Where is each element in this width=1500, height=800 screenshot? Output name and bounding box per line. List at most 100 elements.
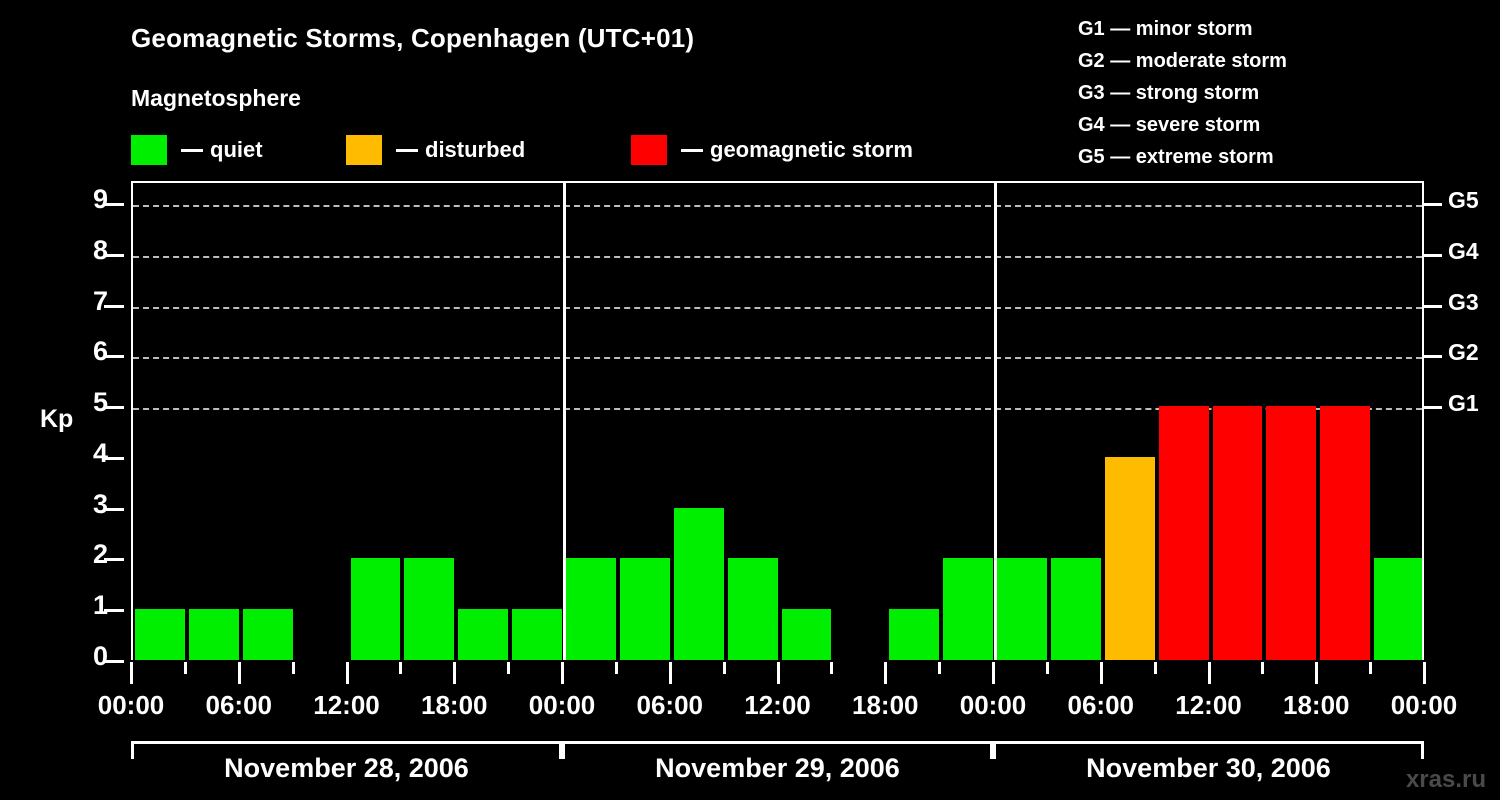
y-tick-label-5: 5: [92, 387, 108, 418]
bar: [997, 558, 1047, 660]
x-tick-label-1: 06:00: [205, 690, 273, 720]
x-tick-major-8: [561, 662, 564, 684]
x-tick-major-22: [1315, 662, 1319, 684]
legend-swatch-geomagnetic-storm: [631, 135, 667, 165]
day-separator-2: [994, 183, 997, 660]
gridline-kp-7: [133, 306, 1422, 309]
x-tick-minor-19: [1153, 662, 1157, 674]
bar-series: [133, 183, 1422, 660]
g-tick-g4: [1424, 253, 1442, 257]
bar: [242, 609, 293, 660]
x-tick-major-16: [992, 662, 995, 684]
day-bracket-3: [993, 741, 1424, 759]
day-bracket-1: [131, 741, 562, 759]
y-tick-2: [104, 558, 124, 562]
y-tick-label-2: 2: [92, 539, 108, 570]
g-label-g2: G2: [1448, 339, 1479, 366]
x-tick-major-18: [1099, 662, 1103, 684]
x-tick-minor-23: [1369, 662, 1373, 674]
x-tick-major-4: [345, 662, 349, 684]
y-tick-label-3: 3: [92, 488, 108, 519]
watermark: xras.ru: [1405, 766, 1486, 793]
g-label-g1: G1: [1448, 390, 1479, 417]
page-title: Geomagnetic Storms, Copenhagen (UTC+01): [131, 23, 695, 53]
x-tick-label-11: 18:00: [1283, 690, 1350, 720]
gridline-kp-8: [133, 255, 1422, 258]
bar: [404, 558, 455, 660]
x-tick-minor-13: [830, 662, 834, 674]
x-tick-label-2: 12:00: [313, 690, 380, 720]
bar: [1104, 456, 1155, 660]
bar: [1374, 558, 1422, 660]
x-tick-minor-17: [1045, 662, 1049, 674]
legend-item-geomagnetic-storm: geomagnetic storm: [631, 134, 913, 166]
gridline-kp-5: [133, 408, 1422, 411]
legend-swatch-quiet: [131, 135, 167, 165]
gridline-kp-9: [133, 205, 1422, 207]
bar: [512, 609, 562, 660]
bar: [1212, 406, 1263, 660]
g-tick-g5: [1424, 203, 1442, 206]
x-tick-minor-7: [507, 662, 511, 674]
g-tick-g1: [1424, 406, 1442, 410]
legend-dash-icon: [181, 148, 203, 152]
x-tick-major-0: [130, 662, 133, 684]
storm-scale-legend: G1 — minor storm G2 — moderate storm G3 — …: [1078, 13, 1287, 173]
g-label-g4: G4: [1448, 237, 1479, 264]
x-tick-major-20: [1207, 662, 1211, 684]
y-tick-9: [104, 203, 124, 206]
x-tick-label-0: 00:00: [97, 690, 165, 720]
day-separator-1: [563, 183, 566, 660]
y-tick-6: [104, 355, 124, 359]
chart-subtitle: Magnetosphere: [131, 85, 301, 111]
bar: [1050, 558, 1101, 660]
bar: [619, 558, 670, 660]
x-tick-label-6: 12:00: [744, 690, 811, 720]
x-tick-minor-11: [722, 662, 726, 674]
y-tick-3: [104, 507, 124, 511]
plot-area: [131, 181, 1424, 660]
bar: [1320, 406, 1371, 660]
x-tick-major-12: [776, 662, 780, 684]
x-tick-label-9: 06:00: [1067, 690, 1135, 720]
x-tick-major-24: [1423, 662, 1426, 684]
bar: [350, 558, 401, 660]
y-tick-label-8: 8: [92, 234, 108, 265]
g-tick-g3: [1424, 304, 1442, 308]
y-axis-title: Kp: [40, 405, 74, 433]
g-tick-g2: [1424, 355, 1442, 359]
bar: [135, 609, 185, 660]
day-label-1: November 28, 2006: [224, 753, 469, 783]
y-tick-0: [104, 660, 124, 663]
x-tick-label-10: 12:00: [1175, 690, 1242, 720]
g-label-g5: G5: [1448, 187, 1479, 213]
y-tick-label-9: 9: [92, 184, 108, 214]
y-tick-7: [104, 304, 124, 308]
x-tick-label-7: 18:00: [852, 690, 919, 720]
legend-label-disturbed: disturbed: [425, 137, 526, 162]
x-tick-major-2: [237, 662, 241, 684]
y-tick-label-7: 7: [92, 285, 108, 316]
bar: [1266, 406, 1317, 660]
g-label-g3: G3: [1448, 288, 1479, 315]
bar: [1158, 406, 1209, 660]
x-tick-minor-21: [1261, 662, 1265, 674]
x-tick-minor-15: [938, 662, 942, 674]
gridline-kp-6: [133, 357, 1422, 360]
bar: [566, 558, 616, 660]
y-tick-label-1: 1: [92, 590, 108, 621]
bar: [889, 609, 940, 660]
legend-dash-icon: [681, 148, 703, 152]
day-label-3: November 30, 2006: [1086, 753, 1331, 783]
x-tick-label-5: 06:00: [636, 690, 704, 720]
bar: [781, 609, 832, 660]
x-tick-label-8: 00:00: [959, 690, 1027, 720]
storm-scale-row-g4: G4 — severe storm: [1078, 114, 1261, 136]
legend-swatch-disturbed: [346, 135, 382, 165]
bar: [188, 609, 239, 660]
x-tick-minor-3: [291, 662, 295, 674]
bar: [943, 558, 993, 660]
legend-item-disturbed: disturbed: [346, 134, 525, 166]
y-tick-label-0: 0: [92, 641, 108, 671]
